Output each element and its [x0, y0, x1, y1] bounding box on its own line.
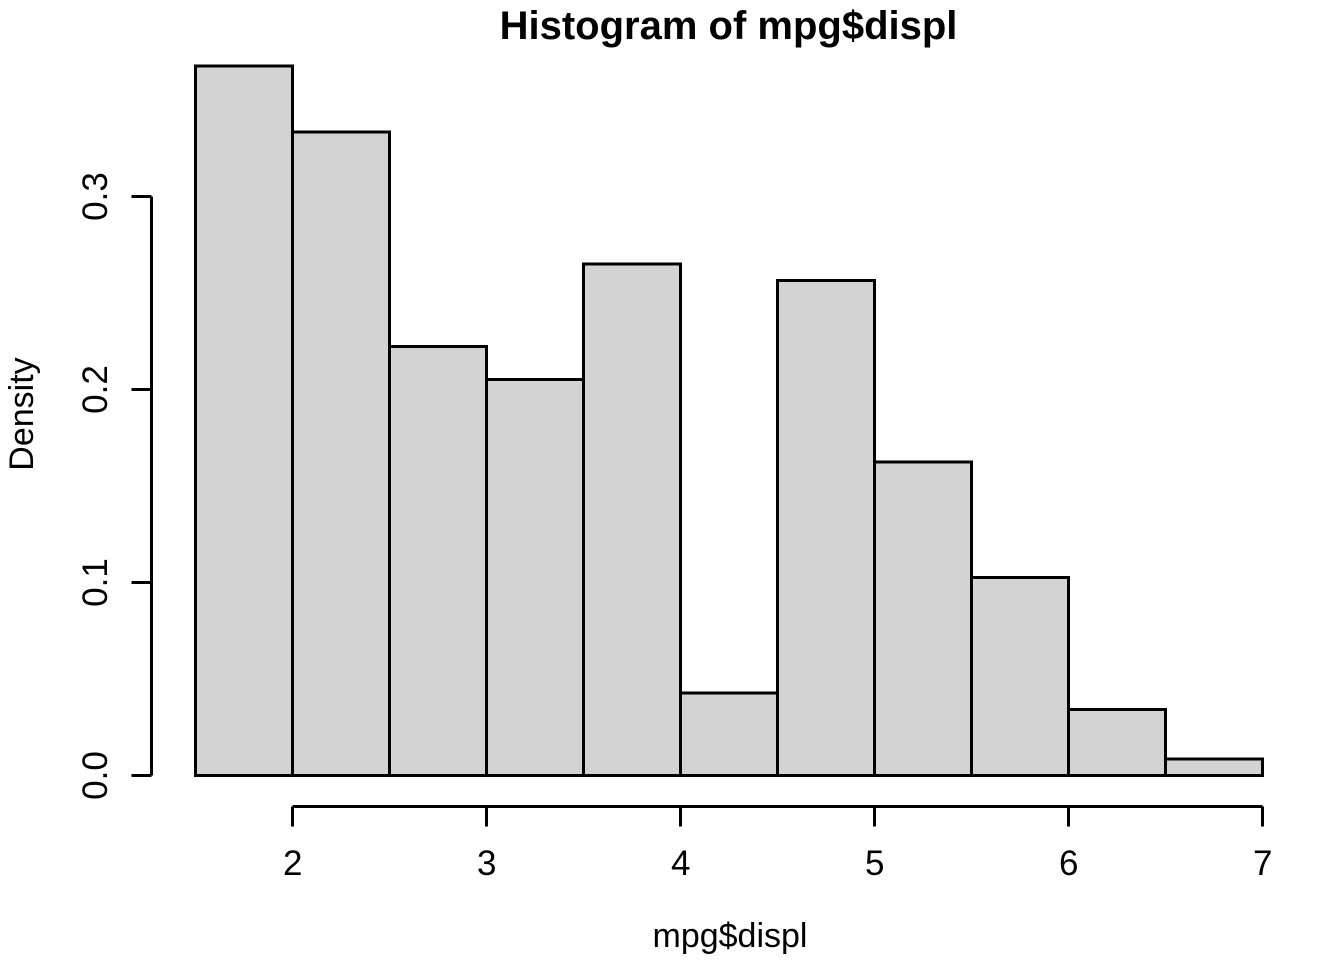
axes-layer: 2 3 4 5 6 7 0.0 0.1 0.2 0.3	[76, 172, 1272, 883]
histogram-bar	[388, 345, 489, 777]
histogram-bar	[194, 64, 295, 778]
y-axis-tick-label: 0.1	[76, 558, 115, 607]
histogram-bar	[679, 691, 780, 777]
histogram-bar	[776, 279, 877, 777]
histogram-bar	[1164, 757, 1265, 777]
histogram-bar	[970, 575, 1071, 777]
histogram-bar	[582, 262, 683, 777]
histogram-bar	[1067, 707, 1168, 778]
x-axis-tick-label: 7	[1253, 844, 1272, 883]
chart-title: Histogram of mpg$displ	[500, 4, 958, 48]
x-axis-tick-label: 4	[671, 844, 690, 883]
x-axis-tick-label: 3	[477, 844, 496, 883]
y-axis-tick-label: 0.0	[76, 751, 115, 800]
histogram-bar	[873, 460, 974, 777]
x-axis-tick-label: 5	[865, 844, 884, 883]
x-axis-label: mpg$displ	[653, 917, 808, 955]
histogram-bar	[291, 130, 392, 777]
histogram-bar	[485, 378, 586, 777]
y-axis-label: Density	[3, 357, 41, 470]
bars-layer	[194, 64, 1265, 778]
y-axis-tick-label: 0.2	[76, 365, 115, 414]
x-axis-tick-label: 2	[283, 844, 302, 883]
y-axis-tick-label: 0.3	[76, 172, 115, 221]
x-axis-tick-label: 6	[1059, 844, 1078, 883]
